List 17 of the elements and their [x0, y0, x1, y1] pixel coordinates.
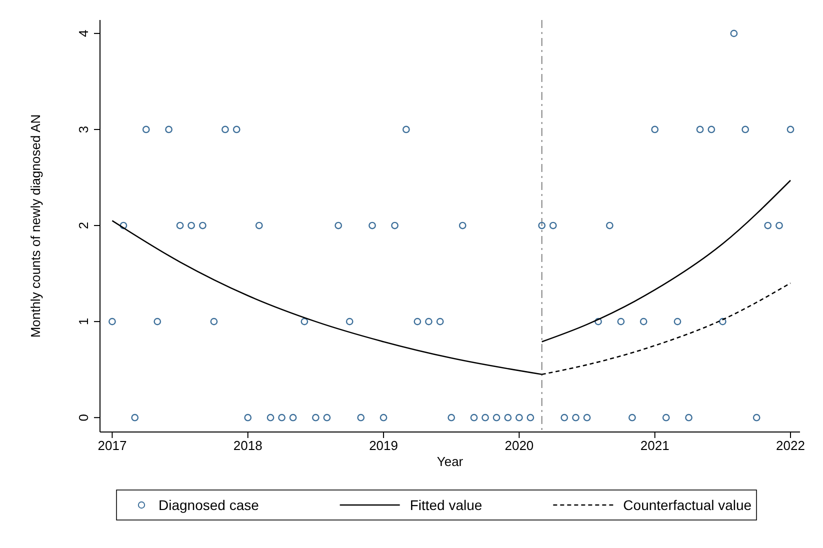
legend-label: Diagnosed case: [158, 496, 260, 513]
x-tick-label: 2022: [776, 438, 805, 454]
legend-label: Fitted value: [410, 496, 482, 513]
legend-label: Counterfactual value: [623, 496, 752, 513]
y-tick-label: 0: [76, 414, 91, 422]
x-tick-label: 2019: [369, 438, 398, 454]
y-tick-label: 1: [76, 318, 91, 326]
y-tick-label: 2: [76, 222, 91, 230]
x-tick-label: 2020: [504, 438, 534, 454]
x-axis-title: Year: [436, 454, 464, 469]
y-tick-label: 4: [76, 30, 91, 38]
line-series: [541, 180, 792, 342]
x-tick-label: 2021: [640, 438, 670, 454]
x-tick-label: 2017: [98, 438, 127, 454]
y-axis-title: Monthly counts of newly diagnosed AN: [28, 114, 43, 338]
x-tick-label: 2018: [233, 438, 262, 454]
y-tick-label: 3: [76, 126, 91, 134]
